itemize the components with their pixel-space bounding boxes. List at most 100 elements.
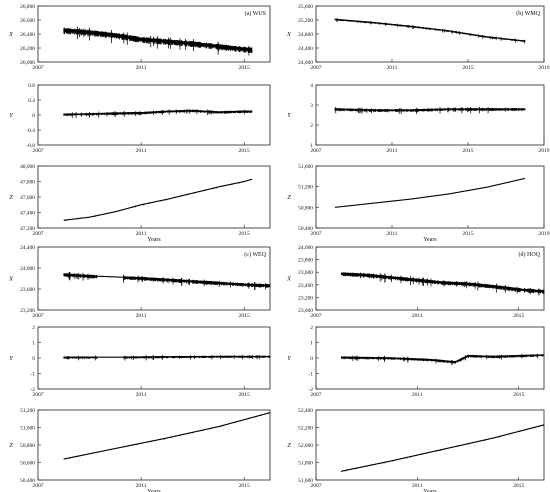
y-tick-label: 52,200 <box>298 426 313 432</box>
x-axis-label: Years <box>147 489 161 492</box>
y-tick-label: 51,200 <box>20 408 35 414</box>
panel-weq_x: 23,200 23,600 24,000 24,400 2007 2011 2015 X (c)… <box>8 245 271 319</box>
y-tick-label: 52,400 <box>298 408 313 414</box>
x-tick-label: 2015 <box>239 392 250 398</box>
panel-label: (d) HOQ <box>519 251 541 258</box>
y-tick-label: 50,400 <box>20 478 35 484</box>
y-axis-label: Y <box>9 112 14 119</box>
y-tick-label: 2 <box>310 123 313 129</box>
x-axis-label: Years <box>423 237 437 243</box>
y-tick-label: 47,800 <box>20 180 35 186</box>
y-tick-label: -2 <box>309 387 314 393</box>
y-tick-label: 48,000 <box>20 164 35 170</box>
series-noise-band <box>334 178 526 208</box>
y-tick-label: -0.8 <box>26 143 35 149</box>
y-tick-label: 50,800 <box>298 205 313 211</box>
x-tick-label: 2007 <box>32 65 43 71</box>
y-tick-label: 50,800 <box>20 443 35 449</box>
series-line <box>334 18 526 42</box>
y-axis-label: X <box>286 31 292 38</box>
y-tick-label: 52,000 <box>298 443 313 449</box>
y-tick-label: 23,600 <box>20 287 35 293</box>
y-tick-label: 51,600 <box>298 164 313 170</box>
panel-hoq_y: -2 -1 0 1 2 2007 2011 2015 Y <box>287 325 545 398</box>
y-tick-label: 50,600 <box>20 461 35 467</box>
y-tick-label: 0.4 <box>28 98 35 104</box>
x-tick-label: 2011 <box>387 148 398 154</box>
y-tick-label: 51,800 <box>298 461 313 467</box>
y-tick-label: 4 <box>310 83 313 89</box>
y-tick-label: 2 <box>310 325 313 331</box>
y-axis-label: X <box>8 31 14 38</box>
y-tick-label: 3 <box>310 103 313 109</box>
panel-wus_z: 47,200 47,400 47,600 47,800 48,000 2007 2011 20… <box>9 164 271 243</box>
x-tick-label: 2015 <box>513 392 524 398</box>
panel-weq_y: -2 -1 0 1 2 2007 2011 2015 Y <box>9 325 271 398</box>
series-line <box>334 177 526 208</box>
y-axis-label: Z <box>287 442 291 449</box>
y-tick-label: 24,400 <box>298 46 313 52</box>
series-line <box>341 354 545 363</box>
y-tick-label: 47,600 <box>20 195 35 201</box>
y-tick-label: -1 <box>309 372 314 378</box>
y-axis-label: X <box>286 276 292 283</box>
panel-label: (a) WUS <box>245 10 266 17</box>
y-tick-label: 1 <box>32 341 35 347</box>
panel-wus_x: 26,000 26,200 26,400 26,600 26,800 2007 2011 20… <box>8 4 271 71</box>
y-tick-label: 0 <box>32 356 35 362</box>
x-tick-label: 2015 <box>462 231 473 237</box>
y-tick-label: 47,200 <box>20 226 35 232</box>
series-noise-band <box>334 106 526 115</box>
panel-hoq_x: 23,000 23,200 23,400 23,600 23,800 24,000 2007… <box>286 245 545 319</box>
x-tick-label: 2019 <box>538 231 549 237</box>
y-tick-label: 51,000 <box>20 426 35 432</box>
x-tick-label: 2011 <box>136 313 147 319</box>
y-tick-label: 24,000 <box>298 245 313 251</box>
y-tick-label: 23,800 <box>298 258 313 264</box>
y-tick-label: 23,200 <box>298 295 313 301</box>
x-tick-label: 2007 <box>310 483 321 489</box>
y-tick-label: 24,000 <box>298 60 313 66</box>
x-tick-label: 2015 <box>462 148 473 154</box>
y-tick-label: 24,800 <box>298 32 313 38</box>
x-tick-label: 2007 <box>310 392 321 398</box>
y-tick-label: 50,400 <box>298 226 313 232</box>
y-axis-label: X <box>8 276 14 283</box>
y-tick-label: 1 <box>310 143 313 149</box>
x-tick-label: 2011 <box>136 231 147 237</box>
series-line <box>341 424 545 472</box>
x-tick-label: 2015 <box>239 231 250 237</box>
y-tick-label: 51,200 <box>298 185 313 191</box>
x-tick-label: 2007 <box>32 148 43 154</box>
y-tick-label: 23,600 <box>298 270 313 276</box>
x-tick-label: 2011 <box>136 392 147 398</box>
plot-frame <box>315 84 545 146</box>
series-noise-band <box>63 26 253 56</box>
series-line <box>63 109 252 115</box>
x-tick-label: 2015 <box>462 65 473 71</box>
y-tick-label: 2 <box>32 325 35 331</box>
x-axis-label: Years <box>423 489 437 492</box>
panel-wmq_y: 1 2 3 4 2007 2011 2015 2019 Y <box>287 83 550 154</box>
y-axis-label: Z <box>287 194 291 201</box>
x-tick-label: 2011 <box>412 392 423 398</box>
x-tick-label: 2015 <box>513 313 524 319</box>
y-tick-label: 26,000 <box>20 60 35 66</box>
panel-wmq_x: 24,000 24,400 24,800 25,200 25,600 2007 2011 20… <box>286 4 550 71</box>
series-line <box>63 29 253 50</box>
series-line <box>63 273 271 286</box>
x-tick-label: 2007 <box>310 313 321 319</box>
x-tick-label: 2007 <box>32 392 43 398</box>
series-line <box>63 412 271 460</box>
y-tick-label: 51,600 <box>298 478 313 484</box>
series-line <box>334 108 525 111</box>
x-tick-label: 2007 <box>32 483 43 489</box>
y-tick-label: 0 <box>310 356 313 362</box>
y-axis-label: Z <box>9 442 13 449</box>
y-tick-label: 25,200 <box>298 18 313 24</box>
x-tick-label: 2011 <box>136 65 147 71</box>
y-tick-label: 26,800 <box>20 4 35 10</box>
x-tick-label: 2015 <box>239 483 250 489</box>
y-tick-label: 23,000 <box>298 308 313 314</box>
